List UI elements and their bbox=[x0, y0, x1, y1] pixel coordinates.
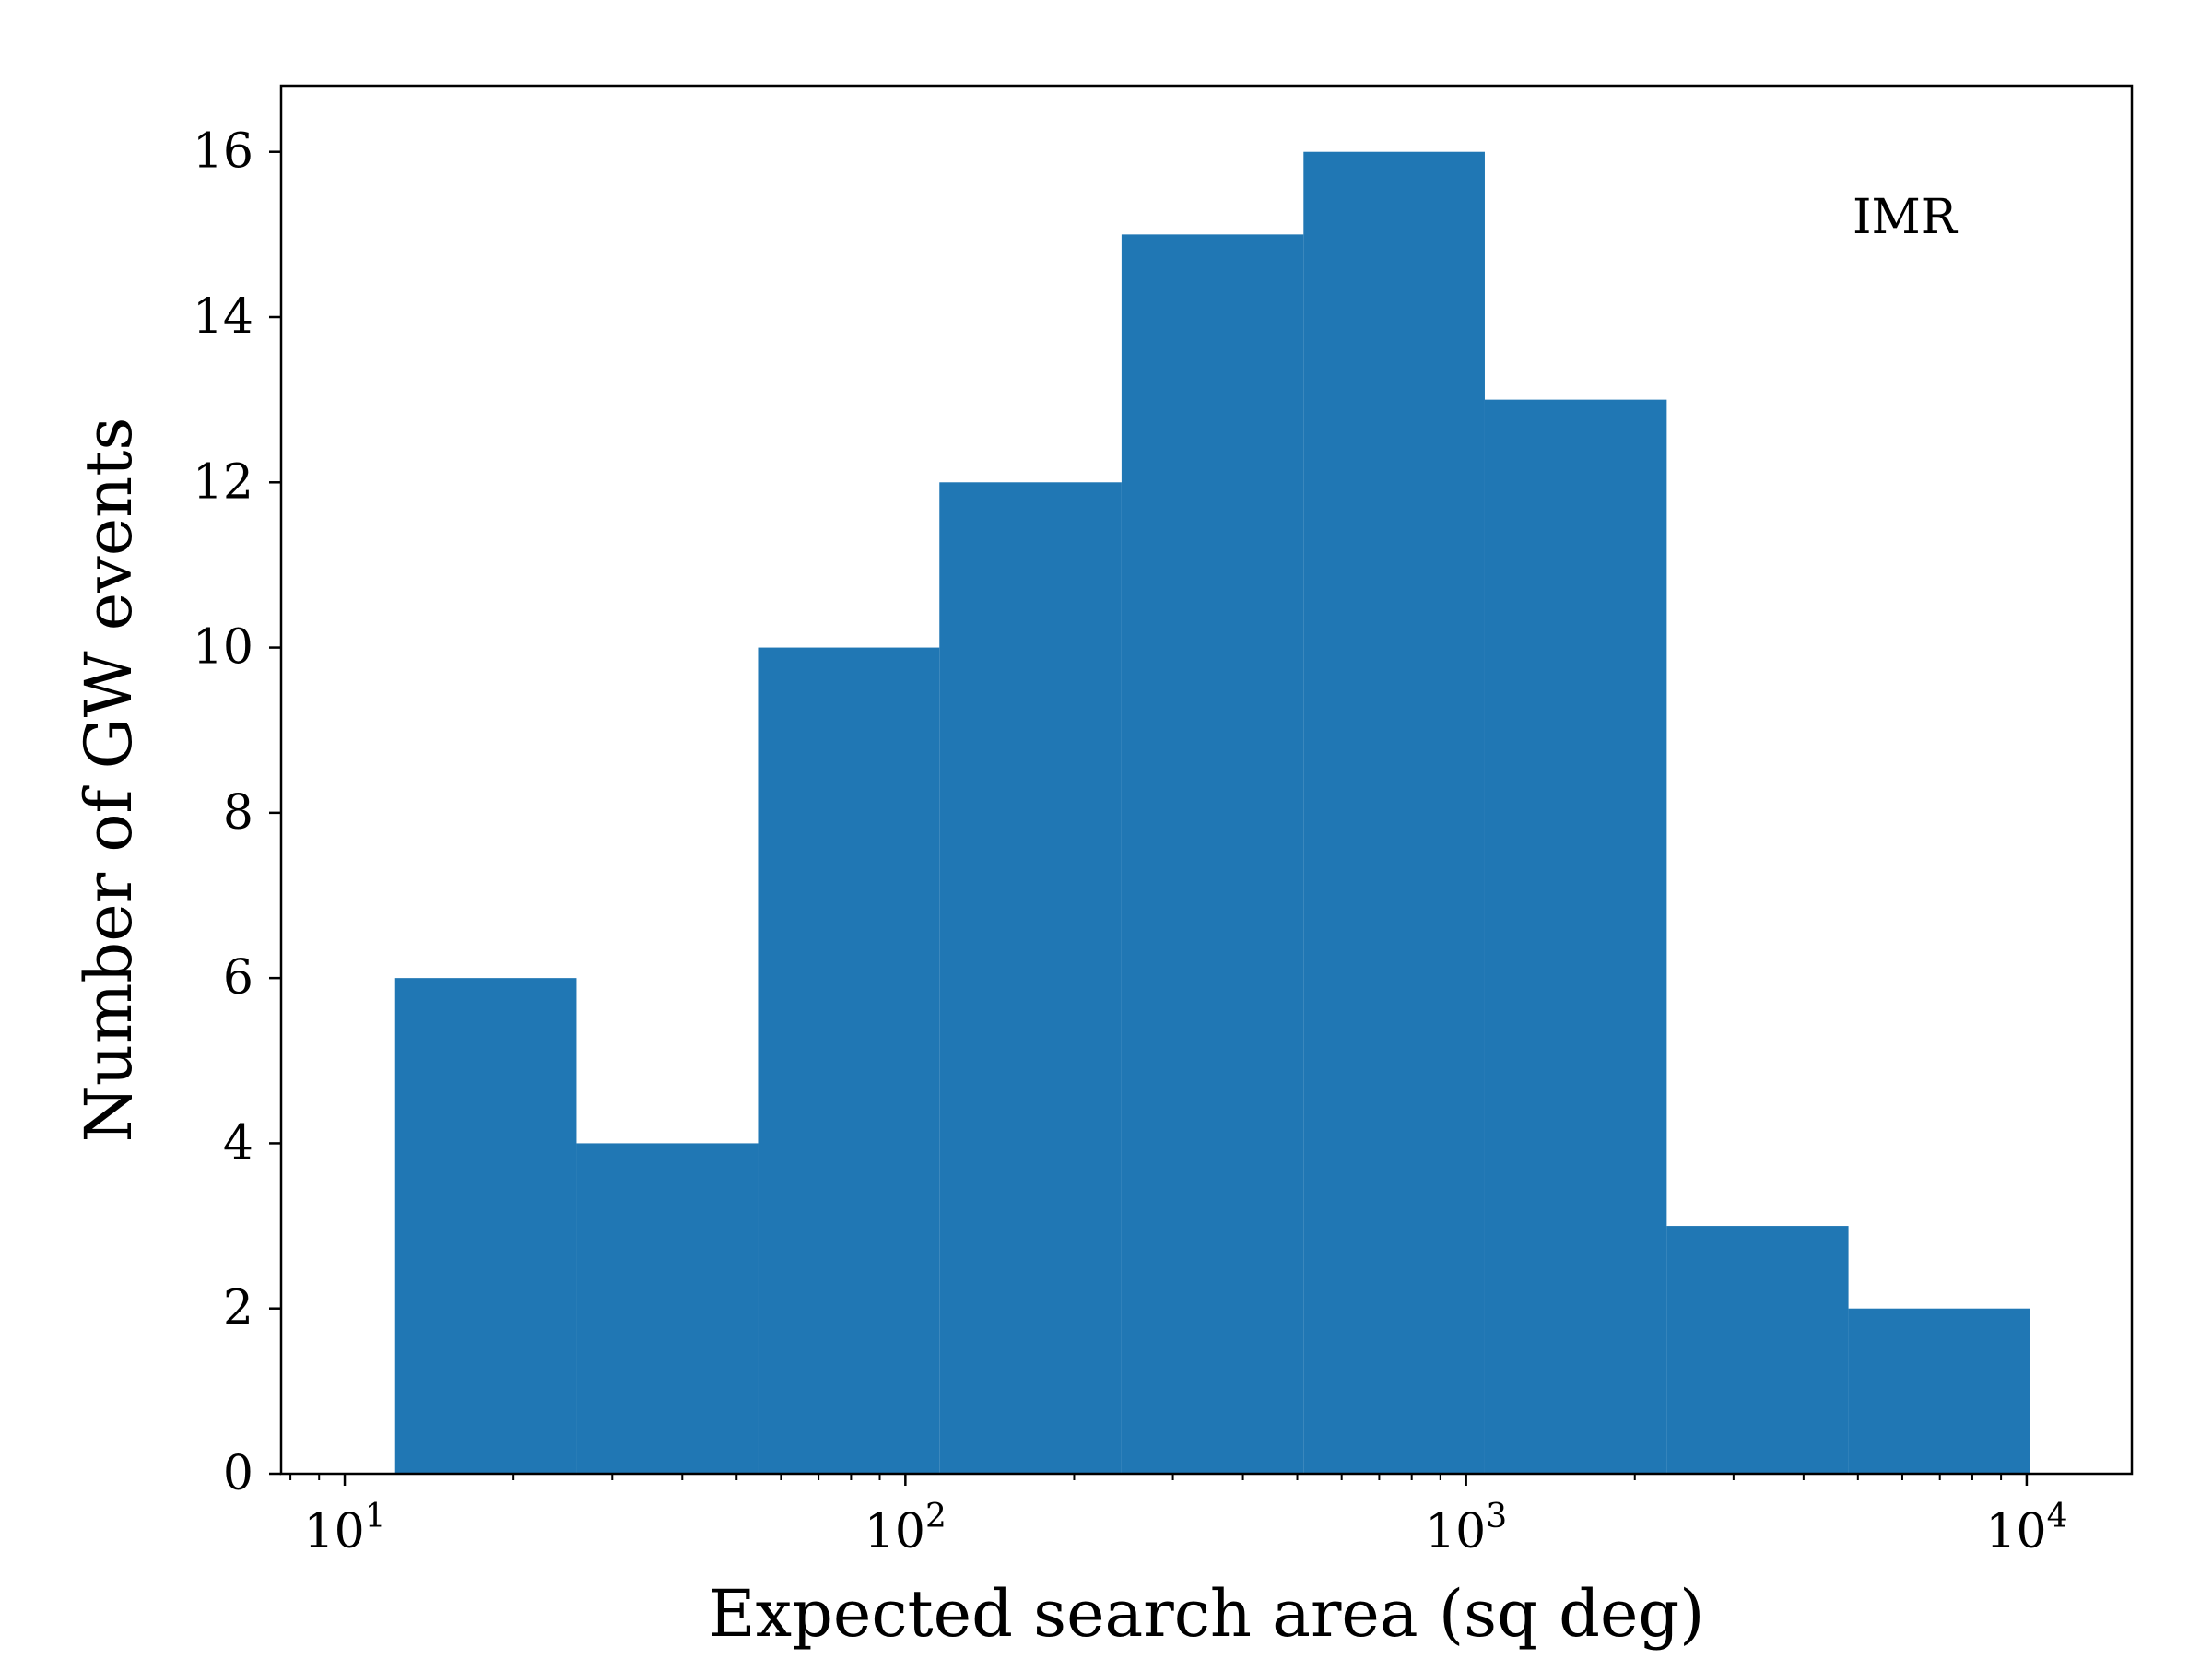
y-axis-label: Number of GW events bbox=[71, 418, 147, 1143]
y-tick-label: 12 bbox=[193, 454, 253, 510]
histogram-bar-6 bbox=[1484, 399, 1667, 1475]
histogram-bar-3 bbox=[939, 482, 1122, 1475]
histogram-bar-4 bbox=[1121, 234, 1304, 1474]
x-tick-label: 104 bbox=[1985, 1498, 2067, 1559]
y-tick-label: 6 bbox=[223, 950, 253, 1006]
y-tick-label: 0 bbox=[223, 1446, 253, 1501]
y-tick-label: 4 bbox=[223, 1115, 253, 1171]
x-tick-label: 101 bbox=[304, 1498, 386, 1559]
series-annotation: IMR bbox=[1853, 190, 1959, 245]
histogram-bar-8 bbox=[1848, 1308, 2030, 1474]
histogram-bar-0 bbox=[394, 978, 577, 1474]
histogram-bars bbox=[394, 151, 2030, 1475]
x-axis: 101 102 103 104 bbox=[289, 1474, 2067, 1559]
plot-frame bbox=[279, 84, 2134, 1476]
y-tick-label: 16 bbox=[193, 124, 253, 180]
y-tick-label: 14 bbox=[193, 289, 253, 345]
y-tick-label: 10 bbox=[193, 620, 253, 676]
histogram-bar-5 bbox=[1303, 151, 1485, 1475]
x-tick-label: 102 bbox=[865, 1498, 947, 1559]
x-axis-label: Expected search area (sq deg) bbox=[709, 1576, 1705, 1652]
y-axis: 0 2 4 6 8 10 12 14 16 bbox=[193, 124, 281, 1501]
y-tick-label: 2 bbox=[223, 1281, 253, 1336]
y-tick-label: 8 bbox=[223, 785, 253, 841]
histogram-bar-2 bbox=[758, 647, 940, 1474]
histogram-bar-7 bbox=[1666, 1226, 1849, 1474]
histogram-bar-1 bbox=[576, 1143, 759, 1474]
x-tick-label: 103 bbox=[1425, 1498, 1507, 1559]
